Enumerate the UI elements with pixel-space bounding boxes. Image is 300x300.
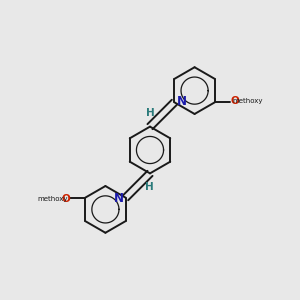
Text: N: N — [176, 95, 187, 108]
Text: H: H — [146, 108, 155, 118]
Text: methoxy: methoxy — [232, 98, 262, 104]
Text: O: O — [61, 194, 70, 204]
Text: H: H — [145, 182, 154, 192]
Text: N: N — [113, 192, 124, 205]
Text: O: O — [230, 96, 239, 106]
Text: methoxy: methoxy — [38, 196, 68, 202]
